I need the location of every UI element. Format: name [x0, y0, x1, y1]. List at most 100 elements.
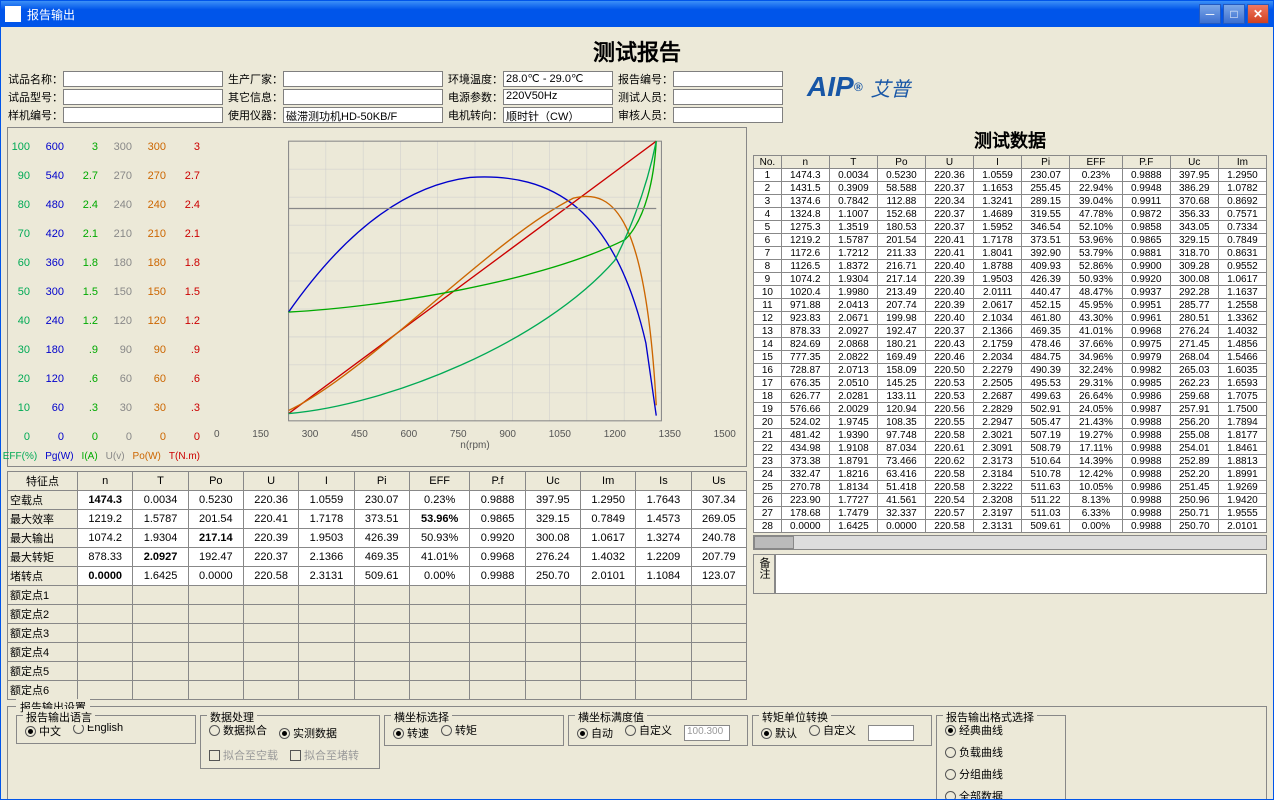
rated-row[interactable]: 额定点1 — [8, 586, 747, 605]
radio-fmt[interactable]: 负载曲线 — [945, 744, 1045, 760]
table-row[interactable]: 25270.781.813451.418220.582.3222511.6310… — [754, 481, 1267, 494]
col-header: Po — [188, 472, 243, 491]
radio-fmt[interactable]: 全部数据 — [945, 788, 1045, 799]
table-row[interactable]: 15777.352.0822169.49220.462.2034484.7534… — [754, 351, 1267, 364]
rated-row[interactable]: 额定点6 — [8, 681, 747, 700]
info-value[interactable]: 磁滞测功机HD-50KB/F — [283, 107, 443, 123]
info-value[interactable]: 顺时针（CW） — [503, 107, 613, 123]
info-value[interactable] — [283, 71, 443, 87]
table-row[interactable]: 21481.421.939097.748220.582.3021507.1919… — [754, 429, 1267, 442]
col-header: EFF — [1070, 156, 1123, 169]
col-header: Im — [581, 472, 636, 491]
fieldset-legend: 横坐标选择 — [391, 709, 452, 725]
table-row[interactable]: 31374.60.7842112.88220.341.3241289.1539.… — [754, 195, 1267, 208]
table-row[interactable]: 17676.352.0510145.25220.532.2505495.5329… — [754, 377, 1267, 390]
logo-text: AIP — [807, 71, 854, 103]
radio-icon — [809, 725, 820, 736]
col-header: P.F — [1122, 156, 1170, 169]
info-value[interactable] — [673, 71, 783, 87]
info-value[interactable] — [673, 89, 783, 105]
col-header: P.f — [470, 472, 525, 491]
radio-lang[interactable]: 中文 — [25, 723, 61, 739]
table-row[interactable]: 23373.381.879173.466220.622.3173510.6414… — [754, 455, 1267, 468]
col-header: I — [974, 156, 1022, 169]
table-row[interactable]: 71172.61.7212211.33220.411.8041392.9053.… — [754, 247, 1267, 260]
remarks-label: 备注 — [753, 554, 775, 594]
content-area: 测试报告 试品名称：试品型号：样机编号： 生产厂家：其它信息：使用仪器：磁滞测功… — [1, 27, 1273, 799]
minimize-button[interactable]: ─ — [1199, 4, 1221, 24]
table-row[interactable]: 18626.772.0281133.11220.532.2687499.6326… — [754, 390, 1267, 403]
chart-zone: 10060033003003905402.72702702.7804802.42… — [7, 127, 747, 467]
scroll-thumb[interactable] — [754, 536, 794, 549]
info-value[interactable] — [673, 107, 783, 123]
table-row[interactable]: 11971.882.0413207.74220.392.0617452.1545… — [754, 299, 1267, 312]
rated-row[interactable]: 额定点2 — [8, 605, 747, 624]
check-icon — [290, 750, 301, 761]
info-label: 使用仪器： — [227, 107, 283, 123]
radio-coord[interactable]: 转速 — [393, 725, 429, 741]
col-header: n — [781, 156, 829, 169]
radio-icon — [625, 725, 636, 736]
info-label: 生产厂家： — [227, 71, 283, 87]
fieldset: 横坐标满度值自动自定义100.300 — [568, 715, 748, 746]
radio-icon — [393, 728, 404, 739]
col-header: U — [243, 472, 298, 491]
info-value[interactable] — [283, 89, 443, 105]
y-axes: 10060033003003905402.72702702.7804802.42… — [8, 128, 208, 466]
remarks-input[interactable] — [775, 554, 1267, 594]
table-row[interactable]: 24332.471.821663.416220.582.3184510.7812… — [754, 468, 1267, 481]
table-row: 最大效率1219.21.5787201.54220.411.7178373.51… — [8, 510, 747, 529]
report-title: 测试报告 — [7, 35, 1267, 67]
radio-icon — [441, 725, 452, 736]
radio-fmt[interactable]: 分组曲线 — [945, 766, 1045, 782]
col-header: Pi — [354, 472, 409, 491]
table-row[interactable]: 16728.872.0713158.09220.502.2279490.3932… — [754, 364, 1267, 377]
rated-row[interactable]: 额定点3 — [8, 624, 747, 643]
fieldset-legend: 报告输出格式选择 — [943, 709, 1037, 725]
rated-row[interactable]: 额定点4 — [8, 643, 747, 662]
table-row[interactable]: 81126.51.8372216.71220.401.8788409.9352.… — [754, 260, 1267, 273]
col-header: U — [925, 156, 973, 169]
table-row[interactable]: 26223.901.772741.561220.542.3208511.228.… — [754, 494, 1267, 507]
table-row[interactable]: 61219.21.5787201.54220.411.7178373.5153.… — [754, 234, 1267, 247]
info-value[interactable] — [63, 89, 223, 105]
radio-dataproc[interactable]: 实测数据 — [279, 725, 337, 741]
info-label: 试品型号： — [7, 89, 63, 105]
fieldset: 报告输出语言中文English — [16, 715, 196, 744]
rated-row[interactable]: 额定点5 — [8, 662, 747, 681]
fieldset: 横坐标选择转速转矩 — [384, 715, 564, 746]
info-value[interactable]: 28.0℃ - 29.0℃ — [503, 71, 613, 87]
table-row[interactable]: 13878.332.0927192.47220.372.1366469.3541… — [754, 325, 1267, 338]
table-row[interactable]: 20524.021.9745108.35220.552.2947505.4721… — [754, 416, 1267, 429]
radio-icon — [945, 747, 956, 758]
radio-torque[interactable]: 默认 — [761, 725, 797, 741]
table-row[interactable]: 19576.662.0029120.94220.562.2829502.9124… — [754, 403, 1267, 416]
table-row[interactable]: 51275.31.3519180.53220.371.5952346.5452.… — [754, 221, 1267, 234]
table-row[interactable]: 22434.981.910887.034220.612.3091508.7917… — [754, 442, 1267, 455]
col-header: Is — [636, 472, 691, 491]
table-row[interactable]: 91074.21.9304217.14220.391.9503426.3950.… — [754, 273, 1267, 286]
info-value[interactable] — [63, 71, 223, 87]
info-value[interactable]: 220V50Hz — [503, 89, 613, 105]
info-label: 电机转向： — [447, 107, 503, 123]
table-row[interactable]: 27178.681.747932.337220.572.3197511.036.… — [754, 507, 1267, 520]
table-row[interactable]: 11474.30.00340.5230220.361.0559230.070.2… — [754, 169, 1267, 182]
table-row[interactable]: 21431.50.390958.588220.371.1653255.4522.… — [754, 182, 1267, 195]
table-row[interactable]: 41324.81.1007152.68220.371.4689319.5547.… — [754, 208, 1267, 221]
titlebar: 报告输出 ─ □ ✕ — [1, 1, 1273, 27]
data-title: 测试数据 — [753, 127, 1267, 153]
radio-scale[interactable]: 自动 — [577, 725, 613, 741]
close-button[interactable]: ✕ — [1247, 4, 1269, 24]
brand-logo: AIP® 艾普 — [787, 71, 911, 103]
table-row[interactable]: 101020.41.9980213.49220.402.0111440.4748… — [754, 286, 1267, 299]
table-row[interactable]: 12923.832.0671199.98220.402.1034461.8043… — [754, 312, 1267, 325]
data-zone: 测试数据 No.nTPoUIPiEFFP.FUcIm11474.30.00340… — [753, 127, 1267, 467]
maximize-button[interactable]: □ — [1223, 4, 1245, 24]
check-icon — [209, 750, 220, 761]
h-scrollbar[interactable] — [753, 535, 1267, 550]
info-value[interactable] — [63, 107, 223, 123]
table-row[interactable]: 14824.692.0868180.21220.432.1759478.4637… — [754, 338, 1267, 351]
col-header: Pi — [1022, 156, 1070, 169]
table-row[interactable]: 280.00001.64250.0000220.582.3131509.610.… — [754, 520, 1267, 533]
plot-area: 01503004506007509001050120013501500 n(rp… — [208, 128, 746, 466]
